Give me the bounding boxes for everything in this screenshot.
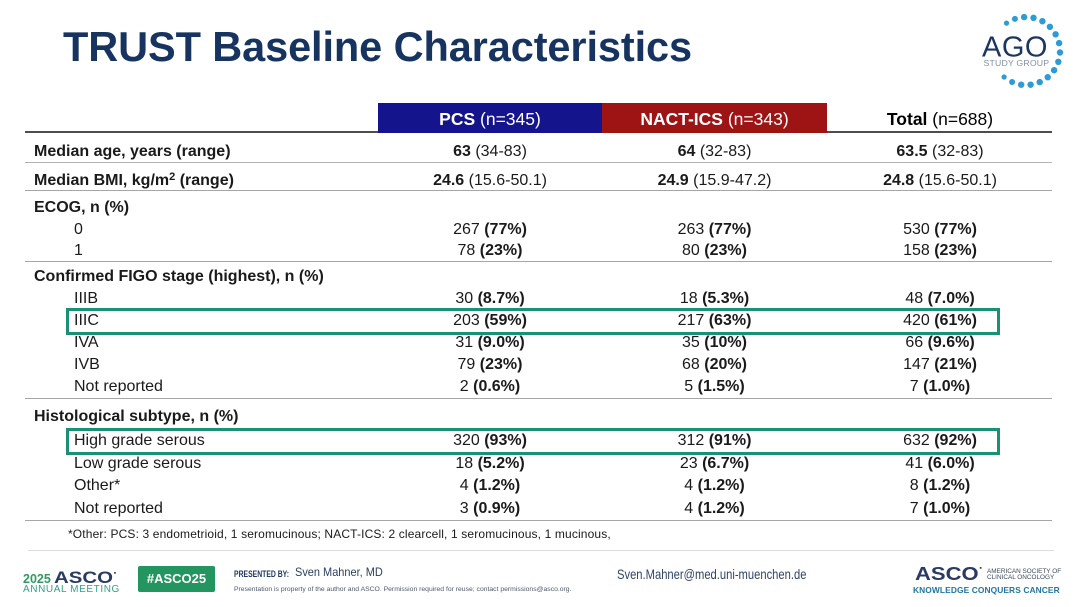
svg-text:AGO: AGO — [982, 32, 1048, 64]
svg-text:STUDY GROUP: STUDY GROUP — [984, 58, 1050, 68]
